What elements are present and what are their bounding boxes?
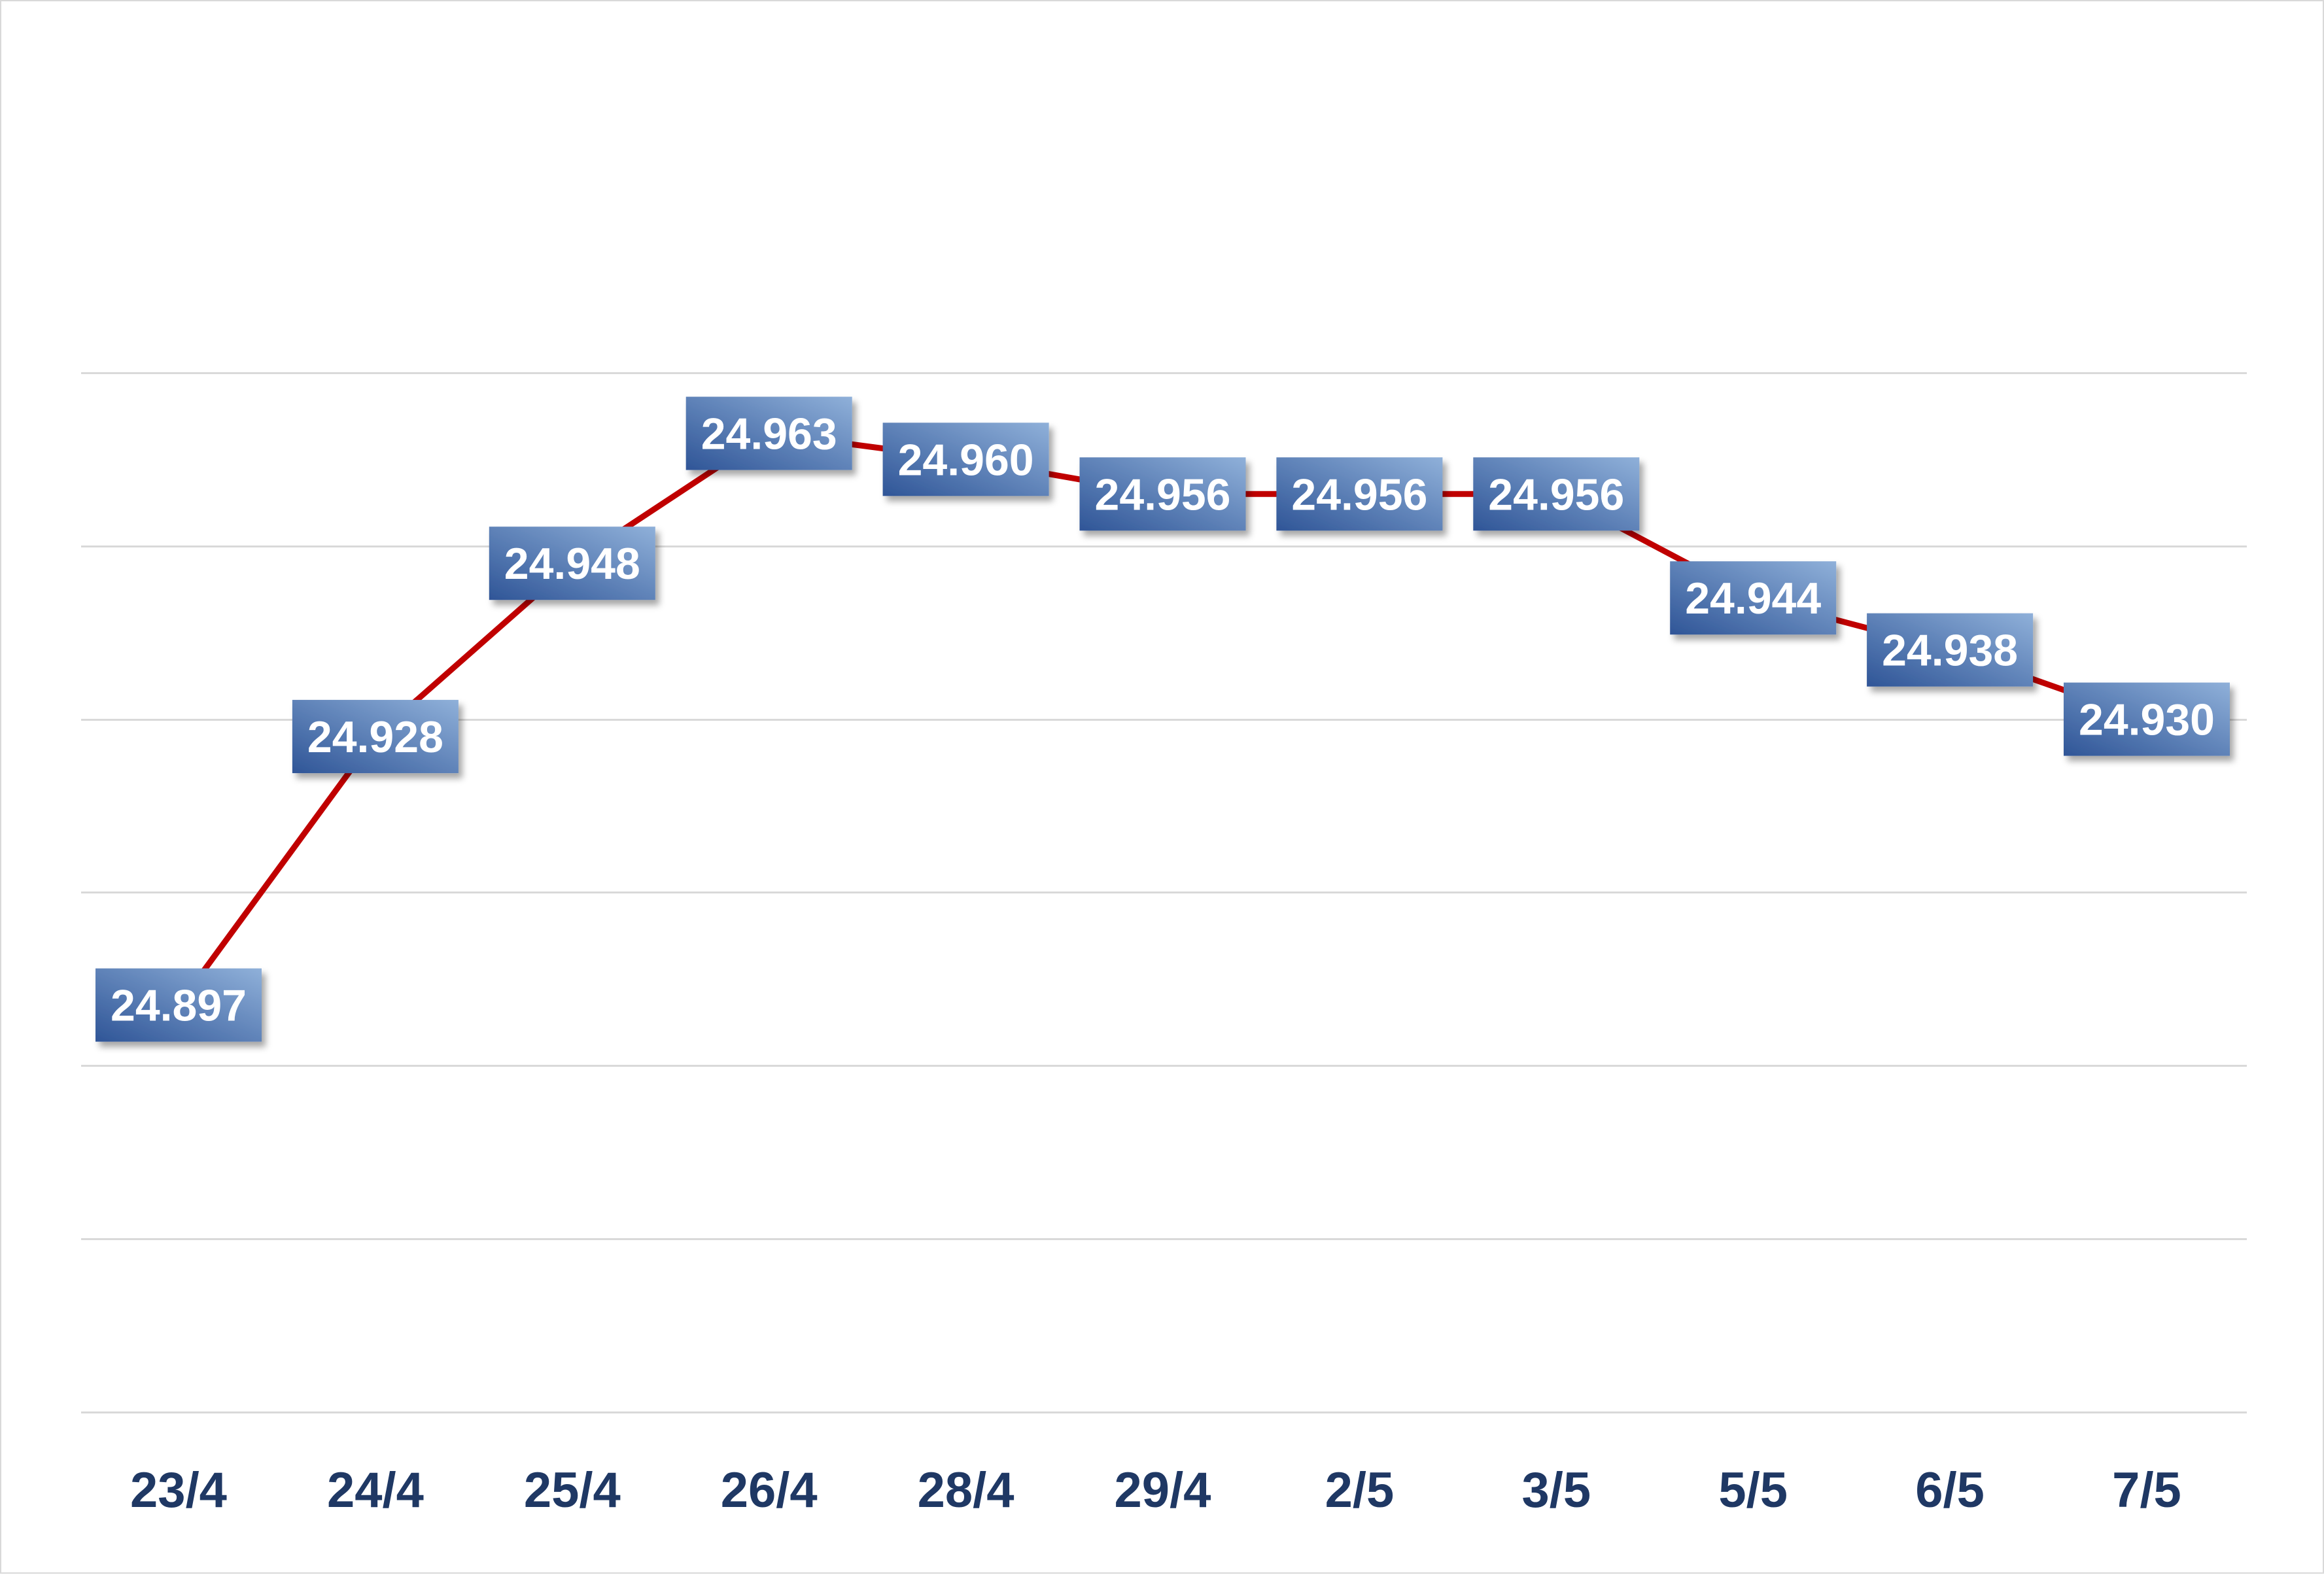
data-label: 24.956 [1473,457,1640,531]
data-label-text: 24.938 [1882,626,2018,676]
x-tick-label: 5/5 [1718,1463,1788,1518]
data-label: 24.944 [1670,561,1837,635]
data-label-text: 24.960 [898,435,1034,485]
x-tick-label: 6/5 [1915,1463,1985,1518]
x-tick-label: 25/4 [524,1463,621,1518]
x-tick-label: 29/4 [1115,1463,1211,1518]
data-label-box [489,527,655,600]
data-label-box [1276,457,1443,531]
x-tick-label: 2/5 [1325,1463,1395,1518]
x-tick-label: 23/4 [130,1463,227,1518]
x-tick-label: 28/4 [918,1463,1015,1518]
data-label-text: 24.928 [307,712,443,762]
data-labels: 24.897 24.928 24.948 24.963 24.960 24.956 24.9… [95,396,2230,1042]
x-tick-label: 24/4 [327,1463,424,1518]
data-label-box [95,968,262,1042]
data-label-text: 24.963 [701,409,837,459]
data-label-box [1670,561,1837,635]
data-label: 24.963 [685,396,852,470]
data-label-box [1079,457,1246,531]
data-label: 24.897 [95,968,262,1042]
data-label-box [685,396,852,470]
data-label-box [292,700,459,774]
data-label-text: 24.956 [1095,470,1231,519]
data-label-text: 24.956 [1291,470,1427,519]
data-label-box [1867,613,2034,687]
data-label: 24.960 [882,423,1049,496]
data-label: 24.928 [292,700,459,774]
data-label: 24.938 [1867,613,2034,687]
x-tick-label: 3/5 [1521,1463,1591,1518]
x-axis-tick-labels: 23/4 24/4 25/4 26/4 28/4 29/4 2/5 3/5 5/5 6/5 7/5 [130,1463,2181,1518]
data-label: 24.948 [489,527,655,600]
x-tick-label: 7/5 [2112,1463,2181,1518]
data-label-text: 24.956 [1488,470,1624,519]
data-label-box [1473,457,1640,531]
x-tick-label: 26/4 [721,1463,818,1518]
data-label-text: 24.930 [2079,695,2215,745]
data-label-text: 24.897 [111,981,247,1031]
data-label-box [2064,682,2230,756]
data-label-text: 24.948 [504,539,640,589]
data-label: 24.930 [2064,682,2230,756]
data-label: 24.956 [1276,457,1443,531]
data-label-box [882,423,1049,496]
data-label: 24.956 [1079,457,1246,531]
data-label-text: 24.944 [1685,574,1821,623]
